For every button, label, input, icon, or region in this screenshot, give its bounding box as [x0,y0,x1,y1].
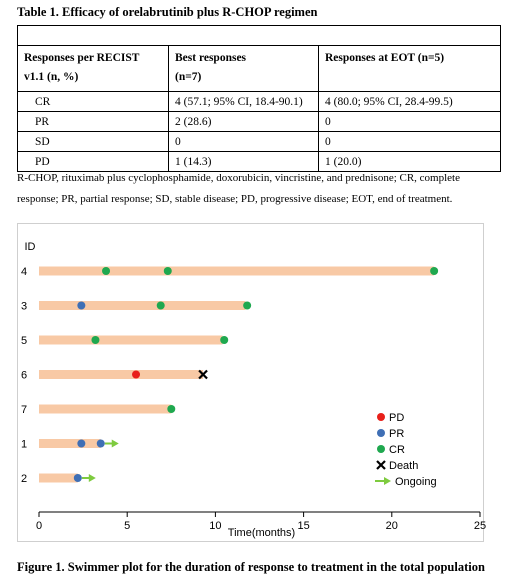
x-axis-label: Time(months) [228,527,295,539]
pr-marker [73,474,82,482]
cr-marker [167,405,176,413]
patient-id-label: 2 [21,473,27,485]
legend-death-cross [376,460,386,470]
patient-id-label: 5 [21,335,27,347]
row-best: 4 (57.1; 95% CI, 18.4-90.1) [168,91,319,112]
row-label: PD [17,151,169,172]
legend-cr-dot [377,445,385,453]
row-eot: 0 [318,131,501,152]
swimmer-plot: ID 0 5 10 15 20 25 Time(months) 4 3 5 6 7 1 2 PD PR CR Dea… [17,223,486,542]
header-responses: Responses per RECIST v1.1 (n, %) [17,45,169,92]
legend-label: PD [389,412,404,424]
pr-marker [77,439,86,448]
pd-marker [132,370,141,379]
x-tick-label: 0 [36,520,42,532]
patient-id-label: 3 [21,301,27,313]
table-row: SD 0 0 [17,131,501,152]
plot-frame [17,223,484,542]
duration-bar [39,473,78,483]
header-best-line1: Best responses [175,52,247,64]
header-best-line2: (n=7) [175,71,202,83]
legend-label: Death [389,460,418,472]
table-header-row: Responses per RECIST v1.1 (n, %) Best re… [17,45,501,92]
table-row: PD 1 (14.3) 1 (20.0) [17,151,501,172]
pr-marker [77,301,86,310]
duration-bar [39,266,435,276]
y-axis-label: ID [25,241,36,253]
patient-id-label: 6 [21,370,27,382]
duration-bar [39,370,204,379]
x-tick-label: 25 [474,520,486,532]
row-eot: 0 [318,111,501,132]
row-label: CR [17,91,169,112]
cr-marker [91,336,100,344]
legend-ongoing-arrow [375,477,391,485]
ongoing-arrow [81,474,96,482]
patient-id-label: 4 [21,266,27,278]
header-responses-line2: v1.1 (n, %) [24,71,79,83]
duration-bar [39,439,101,448]
x-tick-label: 5 [124,520,130,532]
legend-label: Ongoing [395,476,437,488]
table-row: CR 4 (57.1; 95% CI, 18.4-90.1) 4 (80.0; … [17,91,501,112]
death-marker [198,369,208,380]
cr-marker [243,301,252,310]
x-tick-label: 15 [297,520,309,532]
cr-marker [163,267,172,275]
table-title: Table 1. Efficacy of orelabrutinib plus … [17,5,318,19]
row-eot: 1 (20.0) [318,151,501,172]
duration-bar [39,335,223,345]
header-responses-line1: Responses per RECIST [24,52,140,64]
row-label: SD [17,131,169,152]
cr-marker [156,301,165,310]
cr-marker [430,267,439,275]
efficacy-table: Responses per RECIST v1.1 (n, %) Best re… [17,25,501,172]
row-label: PR [17,111,169,132]
row-best: 0 [168,131,319,152]
legend-pr-dot [377,429,385,437]
header-best: Best responses (n=7) [168,45,319,92]
duration-bar [39,301,246,310]
pr-marker [96,439,105,448]
legend-pd-dot [377,413,385,421]
table-top-cell [17,25,501,46]
cr-marker [220,336,229,344]
ongoing-arrow [104,439,119,448]
patient-id-label: 1 [21,439,27,451]
legend-label: PR [389,428,404,440]
table-footnote: R-CHOP, rituximab plus cyclophosphamide,… [17,172,460,205]
figure-caption: Figure 1. Swimmer plot for the duration … [17,560,485,574]
table-row: PR 2 (28.6) 0 [17,111,501,132]
table-top-row [17,25,501,46]
header-eot: Responses at EOT (n=5) [318,45,501,92]
x-tick-label: 20 [386,520,398,532]
row-best: 2 (28.6) [168,111,319,132]
cr-marker [102,267,111,275]
x-tick-label: 10 [209,520,221,532]
legend-label: CR [389,444,405,456]
row-eot: 4 (80.0; 95% CI, 28.4-99.5) [318,91,501,112]
patient-id-label: 7 [21,404,27,416]
duration-bar [39,404,172,414]
